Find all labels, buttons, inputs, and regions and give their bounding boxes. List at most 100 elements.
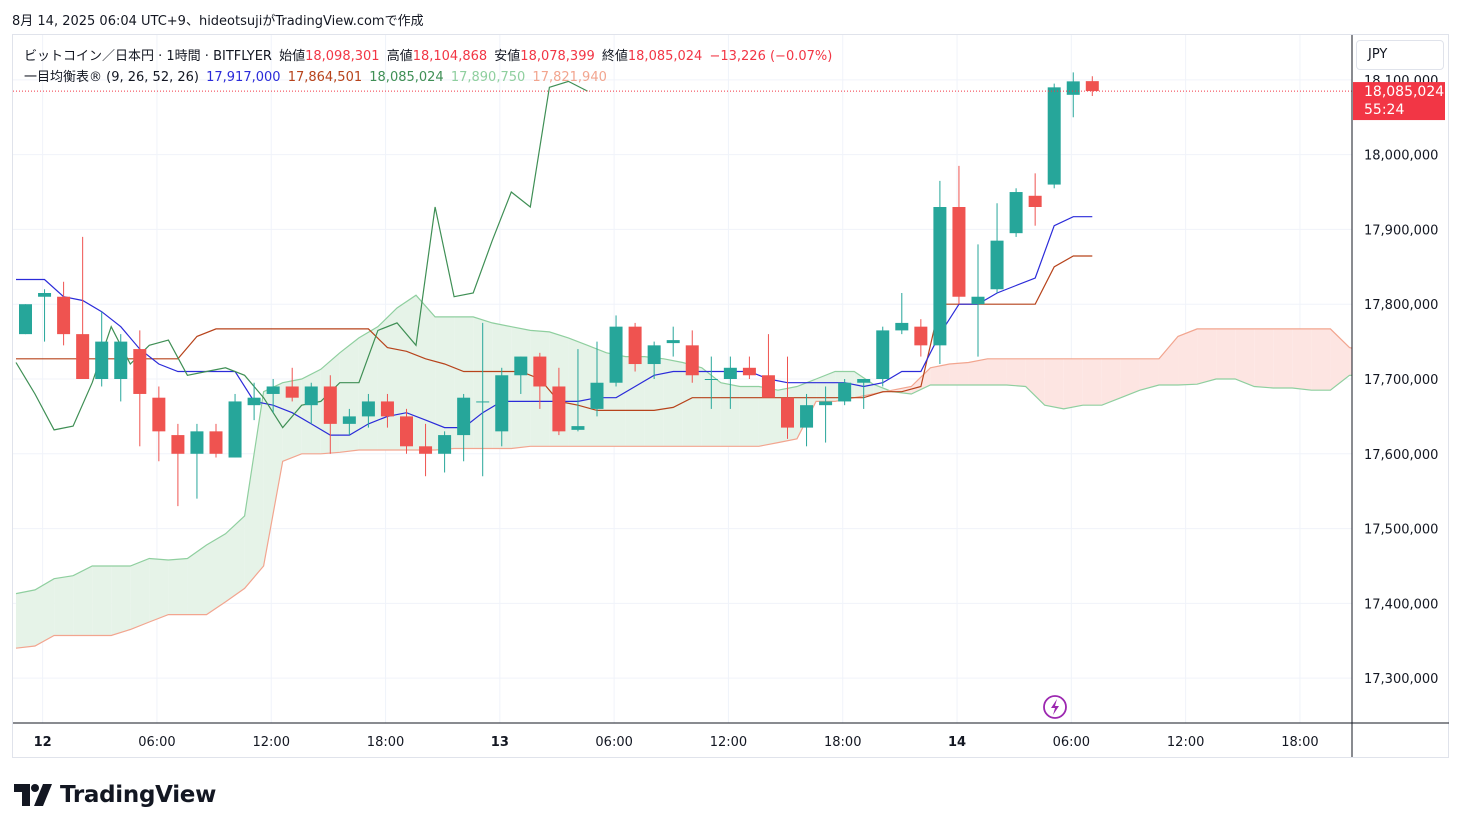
candle-body (800, 405, 814, 428)
candle (952, 165, 966, 305)
time-tick-label: 13 (491, 735, 509, 750)
candle-body (552, 386, 566, 432)
candle (723, 356, 737, 409)
candle-body (285, 386, 299, 398)
cloud-segment (206, 533, 226, 615)
cloud-segment (358, 326, 378, 451)
candle-body (1047, 87, 1061, 185)
time-tick-label: 18:00 (824, 735, 861, 750)
candle-body (361, 401, 375, 417)
candle-body (609, 326, 623, 383)
cloud-segment (244, 391, 264, 589)
cloud-segment (739, 386, 759, 447)
price-tick-label: 17,700,000 (1364, 373, 1438, 388)
candle-body (95, 341, 109, 379)
currency-button[interactable]: JPY (1356, 40, 1444, 70)
time-tick-label: 18:00 (1281, 735, 1318, 750)
cloud-segment (644, 356, 664, 447)
time-tick-label: 18:00 (367, 735, 404, 750)
candle (171, 423, 185, 507)
candle-body (247, 397, 261, 406)
high-label: 高値 (386, 49, 413, 64)
low-value: 18,078,399 (520, 49, 595, 64)
cloud-segment (1082, 358, 1102, 406)
cloud-segment (1311, 328, 1331, 391)
candle (628, 322, 642, 372)
candle (552, 367, 566, 436)
candle-body (838, 382, 852, 402)
cloud-segment (111, 565, 131, 636)
candle (1066, 72, 1080, 118)
candle (876, 326, 890, 387)
change-value: −13,226 (−0.07%) (709, 49, 833, 64)
open-label: 始値 (279, 49, 306, 64)
candle-body (933, 207, 947, 346)
candle (933, 180, 947, 365)
candle (838, 379, 852, 406)
cloud-segment (396, 295, 417, 451)
lightning-icon[interactable] (1043, 695, 1067, 719)
candle (533, 352, 547, 409)
candle (990, 203, 1004, 293)
chart-header: 8月 14, 2025 06:04 UTC+9、hideotsujiがTradi… (12, 14, 424, 29)
candle (419, 423, 433, 477)
cloud-segment (968, 358, 988, 385)
candle-body (400, 416, 413, 447)
cloud-segment (149, 558, 169, 623)
candle (361, 393, 375, 428)
price-tick-label: 17,800,000 (1364, 298, 1438, 313)
cloud-segment (1006, 358, 1026, 387)
time-tick-label: 12:00 (1167, 735, 1204, 750)
kijun-value: 17,864,501 (287, 70, 363, 85)
candle-body (304, 386, 318, 406)
chikou-value: 18,085,024 (369, 70, 444, 85)
candle-body (114, 341, 128, 379)
tradingview-logo[interactable]: TradingView (14, 782, 216, 808)
candle-body (895, 322, 909, 331)
candle-body (323, 386, 337, 424)
candle-body (590, 382, 604, 409)
candle-body (1028, 195, 1042, 207)
candle-body (990, 240, 1004, 290)
price-legend: ビットコイン／日本円 · 1時間 · BITFLYER 始値18,098,301… (24, 45, 835, 64)
candle (114, 334, 128, 402)
price-tick-label: 17,900,000 (1364, 223, 1438, 238)
candle-body (1066, 81, 1080, 95)
cloud-segment (225, 515, 245, 602)
candle (476, 322, 490, 477)
cloud-segment (930, 364, 950, 385)
cloud-segment (663, 358, 683, 447)
candle-body (685, 345, 699, 376)
candle-body (628, 326, 642, 365)
cloud-segment (1025, 358, 1045, 406)
candle (895, 293, 909, 335)
candle (1085, 76, 1099, 97)
cloud-segment (1139, 358, 1159, 391)
tenkan-value: 17,917,000 (206, 70, 281, 85)
candle (704, 356, 718, 409)
candle (323, 375, 337, 454)
candle (1047, 83, 1061, 189)
indicator-name[interactable]: 一目均衡表® (9, 26, 52, 26) (24, 70, 199, 85)
symbol-info[interactable]: ビットコイン／日本円 · 1時間 · BITFLYER (24, 49, 272, 64)
candle-body (228, 401, 242, 458)
time-tick-label: 06:00 (1053, 735, 1090, 750)
candle-body (781, 397, 794, 428)
candle-body (514, 356, 528, 376)
cloud-segment (1273, 328, 1293, 388)
cloud-segment (758, 386, 778, 447)
candles (19, 72, 1099, 507)
cloud-segment (168, 558, 188, 615)
candle (342, 408, 356, 436)
cloud-segment (282, 379, 302, 462)
span-b-value: 17,821,940 (532, 70, 607, 85)
cloud-segment (949, 362, 969, 385)
cloud-segment (1178, 328, 1198, 385)
candle (133, 330, 147, 447)
cloud-segment (1330, 328, 1350, 391)
cloud-segment (1235, 328, 1255, 387)
candle-body (342, 416, 356, 424)
candle-body (571, 426, 585, 430)
candle-body (266, 386, 280, 394)
